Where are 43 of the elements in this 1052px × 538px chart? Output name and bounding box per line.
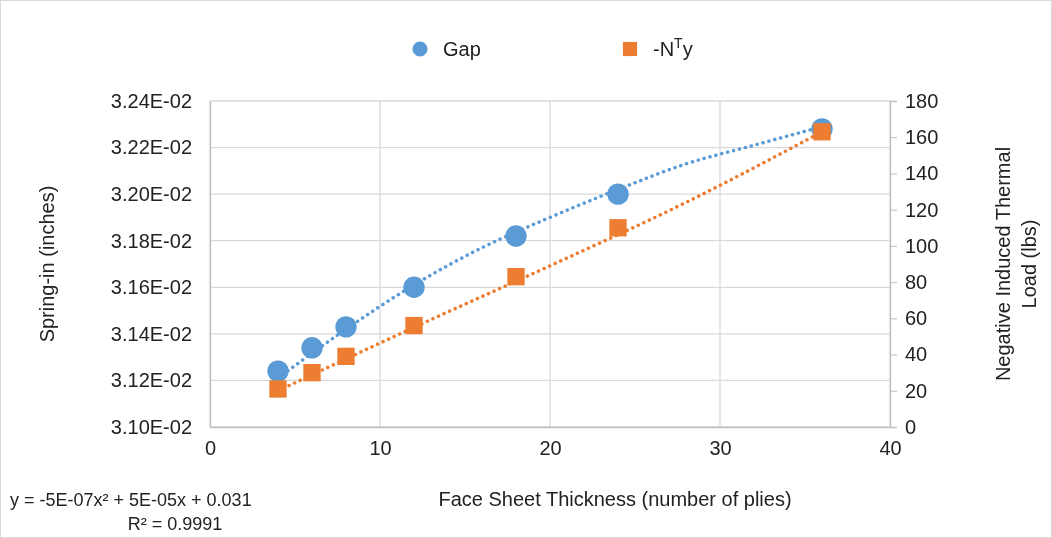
x-tick-label: 40 xyxy=(879,437,902,460)
y-tick-label: 3.24E-02 xyxy=(110,89,192,112)
point xyxy=(303,364,321,382)
x-tick-label: 30 xyxy=(709,437,732,460)
y2-tick-label: 60 xyxy=(905,307,928,330)
point xyxy=(609,219,627,237)
point xyxy=(335,316,357,338)
point xyxy=(405,316,423,335)
point xyxy=(301,337,323,359)
y2-tick-label: 40 xyxy=(905,343,928,366)
point xyxy=(403,276,425,298)
y2-tick-label: 140 xyxy=(905,162,939,185)
y2-tick-label: 100 xyxy=(905,234,939,257)
y2-axis-title: Negative Induced Thermal Load (lbs) xyxy=(992,146,1040,382)
point xyxy=(813,123,831,141)
y2-tick-label: 120 xyxy=(905,198,939,221)
legend-label: Gap xyxy=(443,38,481,60)
point xyxy=(607,183,629,205)
legend-label: -N$^{T}$y xyxy=(653,35,693,60)
y-tick-label: 3.16E-02 xyxy=(110,276,192,299)
y2-tick-label: 20 xyxy=(905,379,928,402)
y2-tick-label: 80 xyxy=(905,271,928,294)
text: R² = 0.9991 xyxy=(127,514,223,534)
y2-tick-label: 180 xyxy=(905,89,939,112)
y2-tick-label: 0 xyxy=(905,415,917,438)
y2-tick-label: 160 xyxy=(905,126,939,149)
y-tick-label: 3.20E-02 xyxy=(110,183,192,206)
y-tick-label: 3.10E-02 xyxy=(110,415,192,438)
y-tick-label: 3.22E-02 xyxy=(110,136,192,159)
point xyxy=(337,347,355,366)
y-axis-title: Spring-in (inches) xyxy=(36,185,58,343)
point xyxy=(505,225,527,247)
point xyxy=(269,380,287,398)
y-tick-label: 3.12E-02 xyxy=(110,369,192,392)
text: y = -5E-07x² + 5E-05x + 0.031 xyxy=(10,490,252,510)
point xyxy=(267,360,289,382)
y-tick-label: 3.14E-02 xyxy=(110,322,192,345)
point xyxy=(507,268,525,286)
x-axis-title: Face Sheet Thickness (number of plies) xyxy=(438,488,792,510)
x-tick-label: 10 xyxy=(369,437,392,460)
y-tick-label: 3.18E-02 xyxy=(110,229,192,252)
x-tick-label: 20 xyxy=(539,437,562,460)
x-tick-label: 0 xyxy=(204,437,217,460)
